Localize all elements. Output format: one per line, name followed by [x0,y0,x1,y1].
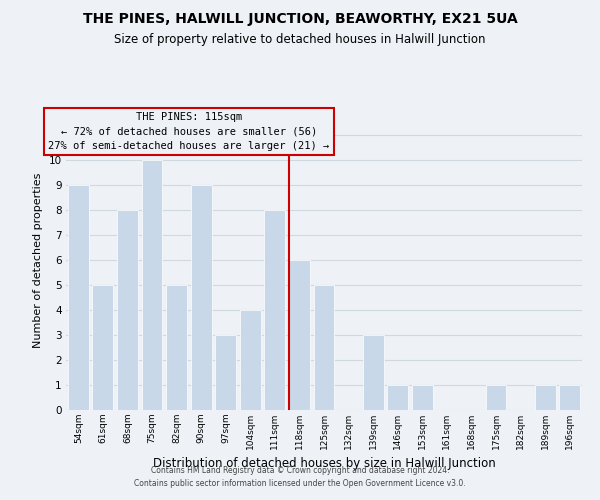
X-axis label: Distribution of detached houses by size in Halwill Junction: Distribution of detached houses by size … [152,458,496,470]
Y-axis label: Number of detached properties: Number of detached properties [33,172,43,348]
Bar [559,385,580,410]
Bar [240,310,261,410]
Text: Contains HM Land Registry data © Crown copyright and database right 2024.
Contai: Contains HM Land Registry data © Crown c… [134,466,466,487]
Bar [412,385,433,410]
Bar [92,285,113,410]
Bar [265,210,286,410]
Text: Size of property relative to detached houses in Halwill Junction: Size of property relative to detached ho… [114,32,486,46]
Bar [387,385,408,410]
Bar [485,385,506,410]
Text: THE PINES, HALWILL JUNCTION, BEAWORTHY, EX21 5UA: THE PINES, HALWILL JUNCTION, BEAWORTHY, … [83,12,517,26]
Text: THE PINES: 115sqm
← 72% of detached houses are smaller (56)
27% of semi-detached: THE PINES: 115sqm ← 72% of detached hous… [48,112,329,150]
Bar [314,285,334,410]
Bar [142,160,163,410]
Bar [535,385,556,410]
Bar [191,185,212,410]
Bar [68,185,89,410]
Bar [117,210,138,410]
Bar [362,335,383,410]
Bar [215,335,236,410]
Bar [289,260,310,410]
Bar [166,285,187,410]
